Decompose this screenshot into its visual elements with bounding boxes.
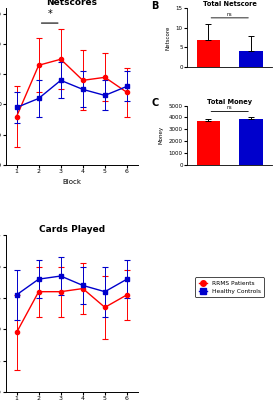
Bar <box>197 40 220 67</box>
Title: Cards Played: Cards Played <box>39 226 105 234</box>
Y-axis label: Netscore: Netscore <box>165 25 170 50</box>
Bar <box>239 119 263 165</box>
Legend: RRMS Patients, Healthy Controls: RRMS Patients, Healthy Controls <box>195 277 264 298</box>
Text: C: C <box>151 98 158 108</box>
Text: ns: ns <box>227 12 232 17</box>
Title: Netscores: Netscores <box>46 0 97 7</box>
Title: Total Money: Total Money <box>207 98 252 104</box>
Bar <box>197 121 220 165</box>
Text: ns: ns <box>227 105 232 110</box>
X-axis label: Block: Block <box>62 180 81 186</box>
Title: Total Netscore: Total Netscore <box>203 1 257 7</box>
Text: B: B <box>151 1 158 11</box>
Y-axis label: Money: Money <box>158 126 163 144</box>
Bar <box>239 51 263 67</box>
Text: *: * <box>47 8 52 18</box>
